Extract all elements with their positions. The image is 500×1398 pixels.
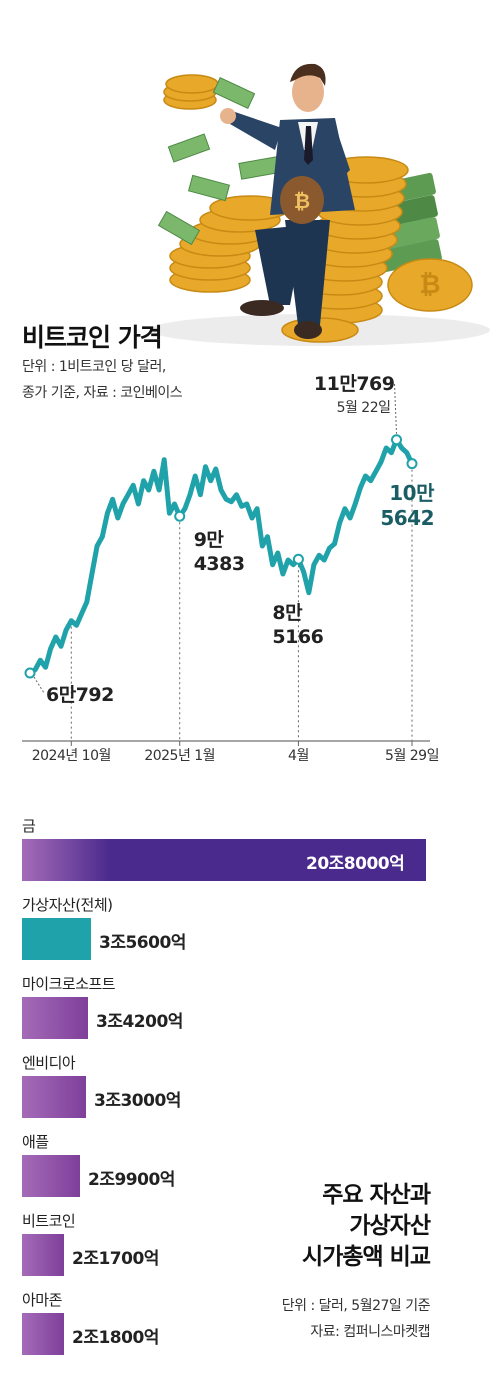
bar-value-label: 3조5600억 bbox=[99, 933, 186, 953]
annotation-end-value-line1: 10만 bbox=[389, 481, 435, 505]
annotation-end-value-line2: 5642 bbox=[380, 506, 434, 530]
x-tick-label: 2025년 1월 bbox=[144, 748, 215, 764]
bar-value-label: 20조8000억 bbox=[306, 854, 405, 874]
bar-category-label: 비트코인 bbox=[22, 1212, 76, 1230]
flying-bills-icon bbox=[157, 77, 280, 246]
bar-value-label: 2조1800억 bbox=[72, 1328, 159, 1348]
businessman-coins-illustration: ₿ ₿ bbox=[150, 63, 490, 346]
bar-chart-note-source: 자료: 컴퍼니스마켓캡 bbox=[310, 1324, 430, 1340]
annotation-peak-date: 5월 22일 bbox=[337, 400, 391, 416]
bar-category-label: 마이크로소프트 bbox=[22, 975, 116, 993]
annotation-peak-value: 11만769 bbox=[314, 373, 395, 395]
businessman-icon: ₿ bbox=[220, 63, 355, 339]
bitcoin-icon: ₿ bbox=[419, 270, 440, 300]
bar bbox=[22, 1076, 86, 1118]
bar-chart-title-line3: 시가총액 비교 bbox=[302, 1244, 431, 1270]
bar-value-label: 3조3000억 bbox=[94, 1091, 181, 1111]
data-point-marker bbox=[406, 458, 418, 470]
data-point-marker bbox=[24, 667, 36, 679]
data-point-marker bbox=[174, 510, 186, 522]
coin-stack-icon bbox=[163, 74, 473, 343]
bar bbox=[22, 1313, 64, 1355]
annotation-jan-value-line2: 4383 bbox=[194, 553, 245, 575]
bar bbox=[22, 918, 91, 960]
bar-value-label: 3조4200억 bbox=[96, 1012, 183, 1032]
bar-category-label: 금 bbox=[22, 817, 36, 835]
bar-category-label: 아마존 bbox=[22, 1291, 62, 1309]
data-point-marker bbox=[391, 434, 403, 446]
annotation-jan-value-line1: 9만 bbox=[194, 529, 225, 551]
svg-text:₿: ₿ bbox=[294, 189, 310, 213]
bar-chart-note-unit: 단위 : 달러, 5월27일 기준 bbox=[281, 1298, 431, 1314]
bar bbox=[22, 839, 426, 881]
price-series-line bbox=[27, 437, 415, 676]
bar-value-label: 2조9900억 bbox=[88, 1170, 175, 1190]
bar-category-label: 엔비디아 bbox=[22, 1054, 76, 1072]
bar bbox=[22, 1155, 80, 1197]
x-tick-label: 2024년 10월 bbox=[32, 748, 111, 764]
data-point-marker bbox=[292, 553, 304, 565]
line-chart-note-unit: 단위 : 1비트코인 당 달러, bbox=[22, 359, 166, 375]
annotation-start-value: 6만792 bbox=[46, 684, 114, 706]
annotation-apr-value-line2: 5166 bbox=[272, 626, 323, 648]
x-tick-label: 4월 bbox=[288, 748, 309, 764]
annotation-apr-value-line1: 8만 bbox=[272, 602, 303, 624]
line-chart-title: 비트코인 가격 bbox=[22, 323, 163, 352]
line-chart-note-source: 종가 기준, 자료 : 코인베이스 bbox=[22, 385, 183, 401]
bar bbox=[22, 1234, 64, 1276]
bar-value-label: 2조1700억 bbox=[72, 1249, 159, 1269]
bar-category-label: 가상자산(전체) bbox=[22, 896, 113, 914]
bar-chart-title-line2: 가상자산 bbox=[349, 1213, 431, 1239]
bar-category-label: 애플 bbox=[22, 1133, 49, 1151]
x-tick-label: 5월 29일 bbox=[385, 748, 439, 764]
bar bbox=[22, 997, 88, 1039]
bar-chart-title-line1: 주요 자산과 bbox=[322, 1182, 431, 1208]
